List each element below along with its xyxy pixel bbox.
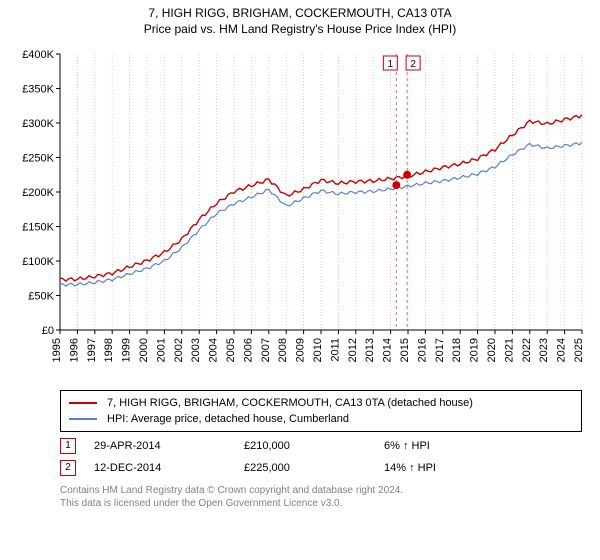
- svg-text:2008: 2008: [277, 338, 289, 362]
- chart-title-block: 7, HIGH RIGG, BRIGHAM, COCKERMOUTH, CA13…: [10, 6, 590, 36]
- sale-price: £210,000: [244, 440, 384, 452]
- svg-text:£400K: £400K: [22, 49, 54, 61]
- footnote-line1: Contains HM Land Registry data © Crown c…: [60, 484, 582, 497]
- svg-text:2016: 2016: [416, 338, 428, 362]
- sale-marker-dot: [403, 171, 411, 179]
- svg-text:2018: 2018: [451, 338, 463, 362]
- svg-text:2023: 2023: [538, 338, 550, 362]
- sale-badge: 2: [60, 460, 76, 476]
- sale-row: 2 12-DEC-2014£225,00014% ↑ HPI: [60, 460, 582, 476]
- svg-text:2005: 2005: [225, 338, 237, 362]
- sale-row: 1 29-APR-2014£210,0006% ↑ HPI: [60, 438, 582, 454]
- svg-text:2011: 2011: [329, 338, 341, 362]
- svg-text:£150K: £150K: [22, 222, 54, 234]
- svg-text:2021: 2021: [503, 338, 515, 362]
- svg-text:2004: 2004: [208, 338, 220, 362]
- svg-text:£350K: £350K: [22, 84, 54, 96]
- svg-text:2015: 2015: [399, 338, 411, 362]
- svg-text:£0: £0: [42, 325, 54, 337]
- svg-text:2006: 2006: [242, 338, 254, 362]
- svg-text:£300K: £300K: [22, 118, 54, 130]
- legend-label: HPI: Average price, detached house, Cumb…: [107, 413, 349, 425]
- sale-hpi-delta: 14% ↑ HPI: [384, 462, 436, 474]
- sale-hpi-delta: 6% ↑ HPI: [384, 440, 430, 452]
- chart-legend: 7, HIGH RIGG, BRIGHAM, COCKERMOUTH, CA13…: [60, 390, 582, 432]
- sale-price: £225,000: [244, 462, 384, 474]
- svg-text:£200K: £200K: [22, 187, 54, 199]
- svg-text:2003: 2003: [190, 338, 202, 362]
- sale-date: 12-DEC-2014: [94, 462, 244, 474]
- svg-text:£100K: £100K: [22, 256, 54, 268]
- svg-text:£250K: £250K: [22, 153, 54, 165]
- sale-marker-dot: [392, 181, 400, 189]
- legend-swatch: [69, 402, 97, 404]
- svg-text:2013: 2013: [364, 338, 376, 362]
- legend-row: HPI: Average price, detached house, Cumb…: [69, 411, 573, 427]
- svg-text:2025: 2025: [573, 338, 585, 362]
- svg-text:1999: 1999: [121, 338, 133, 362]
- svg-text:2017: 2017: [434, 338, 446, 362]
- svg-text:2000: 2000: [138, 338, 150, 362]
- svg-text:£50K: £50K: [28, 291, 54, 303]
- chart-title-line2: Price paid vs. HM Land Registry's House …: [10, 22, 590, 36]
- svg-text:2024: 2024: [556, 338, 568, 362]
- sale-marker-number: 1: [388, 59, 394, 70]
- chart-title-line1: 7, HIGH RIGG, BRIGHAM, COCKERMOUTH, CA13…: [10, 6, 590, 20]
- svg-text:2022: 2022: [521, 338, 533, 362]
- svg-text:2002: 2002: [173, 338, 185, 362]
- svg-text:2001: 2001: [155, 338, 167, 362]
- svg-text:2012: 2012: [347, 338, 359, 362]
- svg-text:2020: 2020: [486, 338, 498, 362]
- svg-text:1998: 1998: [103, 338, 115, 362]
- legend-row: 7, HIGH RIGG, BRIGHAM, COCKERMOUTH, CA13…: [69, 395, 573, 411]
- legend-label: 7, HIGH RIGG, BRIGHAM, COCKERMOUTH, CA13…: [107, 397, 473, 409]
- svg-text:1996: 1996: [68, 338, 80, 362]
- svg-text:1995: 1995: [51, 338, 63, 362]
- svg-text:2019: 2019: [469, 338, 481, 362]
- footnote-line2: This data is licensed under the Open Gov…: [60, 497, 582, 510]
- sale-badge: 1: [60, 438, 76, 454]
- licence-footnote: Contains HM Land Registry data © Crown c…: [60, 484, 582, 510]
- price-hpi-chart: £0 £50K £100K £150K £200K £250K £300K £350K £400…: [10, 36, 590, 386]
- svg-text:2007: 2007: [260, 338, 272, 362]
- svg-text:2009: 2009: [295, 338, 307, 362]
- series-property: [60, 115, 582, 281]
- svg-text:1997: 1997: [86, 338, 98, 362]
- sale-marker-number: 2: [410, 59, 416, 70]
- svg-text:2014: 2014: [382, 338, 394, 362]
- sale-date: 29-APR-2014: [94, 440, 244, 452]
- legend-swatch: [69, 418, 97, 420]
- svg-text:2010: 2010: [312, 338, 324, 362]
